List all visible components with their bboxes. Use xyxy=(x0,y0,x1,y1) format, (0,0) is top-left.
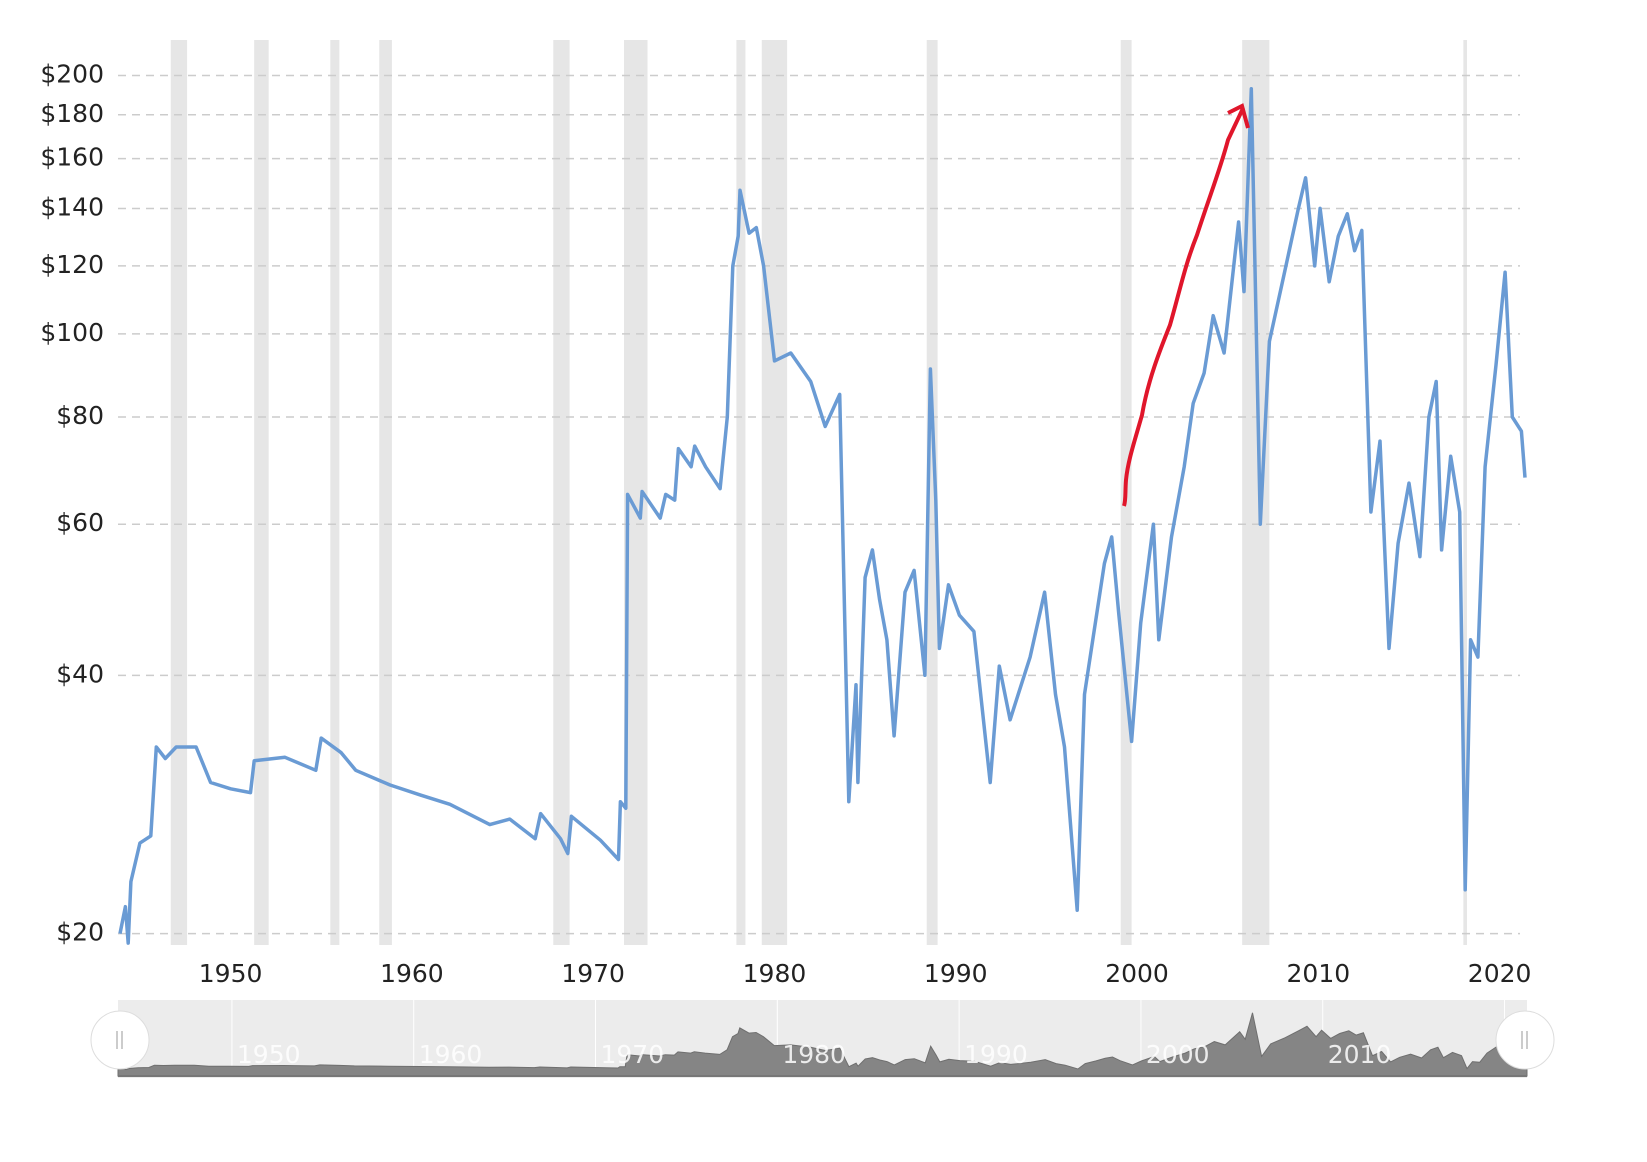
navigator-label: 2010 xyxy=(1328,1040,1392,1069)
handle[interactable] xyxy=(1495,1010,1555,1070)
arrow-head xyxy=(1227,103,1250,129)
navigator-area xyxy=(117,1012,1528,1077)
x-tick-label: 2010 xyxy=(1287,959,1351,988)
recession-band xyxy=(736,40,746,945)
recession-bands xyxy=(170,40,1467,945)
x-tick-label: 1950 xyxy=(199,959,263,988)
handle[interactable] xyxy=(90,1010,150,1070)
recession-band xyxy=(170,40,188,945)
y-tick-label: $80 xyxy=(56,401,104,430)
y-tick-label: $120 xyxy=(40,250,104,279)
recession-band xyxy=(330,40,340,945)
recession-band xyxy=(553,40,570,945)
x-tick-label: 1980 xyxy=(743,959,807,988)
annotation-arrow xyxy=(1122,107,1245,507)
plot xyxy=(118,87,1527,945)
y-tick-label: $200 xyxy=(40,60,104,89)
recession-band xyxy=(761,40,788,945)
navigator-label: 1990 xyxy=(964,1040,1028,1069)
navigator-handle-right[interactable] xyxy=(1495,1010,1555,1070)
recession-band xyxy=(926,40,938,945)
y-tick-label: $20 xyxy=(56,918,104,947)
y-tick-label: $140 xyxy=(40,192,104,221)
navigator-label: 1980 xyxy=(782,1040,846,1069)
recession-band xyxy=(254,40,269,945)
price-line xyxy=(118,87,1527,945)
x-tick-label: 2000 xyxy=(1105,959,1169,988)
x-tick-label: 2020 xyxy=(1468,959,1532,988)
y-tick-label: $60 xyxy=(56,508,104,537)
y-tick-label: $160 xyxy=(40,143,104,172)
y-tick-label: $180 xyxy=(40,99,104,128)
recession-band xyxy=(379,40,392,945)
recession-band xyxy=(1242,40,1270,945)
navigator-handle-left[interactable] xyxy=(90,1010,150,1070)
y-tick-label: $40 xyxy=(56,659,104,688)
navigator-label: 1970 xyxy=(601,1040,665,1069)
recession-band xyxy=(1463,40,1467,945)
y-tick-label: $100 xyxy=(40,318,104,347)
x-tick-label: 1990 xyxy=(924,959,988,988)
navigator-label: 1960 xyxy=(419,1040,483,1069)
x-tick-label: 1970 xyxy=(561,959,625,988)
navigator-label: 2000 xyxy=(1146,1040,1210,1069)
navigator-label: 1950 xyxy=(237,1040,301,1069)
x-tick-label: 1960 xyxy=(380,959,444,988)
